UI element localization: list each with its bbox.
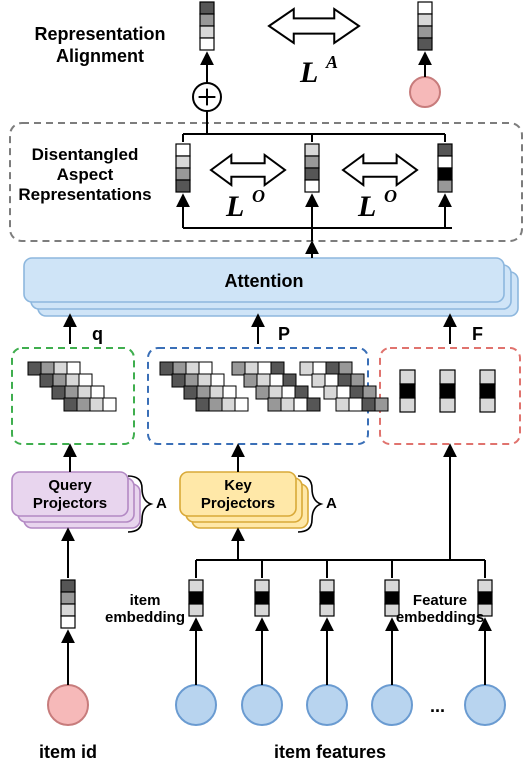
diagram-text: q	[92, 324, 103, 344]
diagram-text: embeddings	[396, 609, 484, 626]
diagram-text: P	[278, 324, 290, 344]
diagram-text: F	[472, 324, 483, 344]
diagram-text: embedding	[105, 609, 185, 626]
diagram-text: A	[326, 495, 337, 512]
diagram-text: Representations	[18, 185, 151, 204]
attention-label: Attention	[225, 271, 304, 291]
diagram-text: O	[384, 186, 397, 206]
diagram-text: Projectors	[201, 495, 275, 512]
loss-A: L	[299, 56, 318, 89]
diagram-text: Key	[224, 477, 252, 494]
diagram-text: A	[325, 52, 338, 72]
rep-alignment-label-2: Alignment	[56, 46, 144, 66]
diagram-text: Feature	[413, 592, 467, 609]
diagram-text: O	[252, 186, 265, 206]
diagram-text: Aspect	[57, 165, 114, 184]
diagram-text: Disentangled	[32, 145, 139, 164]
item-features-label: item features	[274, 742, 386, 762]
diagram-text: A	[156, 495, 167, 512]
diagram-text: ...	[430, 696, 445, 716]
diagram-text: Query	[48, 477, 92, 494]
rep-alignment-label-1: Representation	[34, 24, 165, 44]
diagram-text: L	[225, 190, 244, 223]
diagram-text: item	[130, 592, 161, 609]
diagram-text: Projectors	[33, 495, 107, 512]
diagram-text: L	[357, 190, 376, 223]
item-id-label: item id	[39, 742, 97, 762]
